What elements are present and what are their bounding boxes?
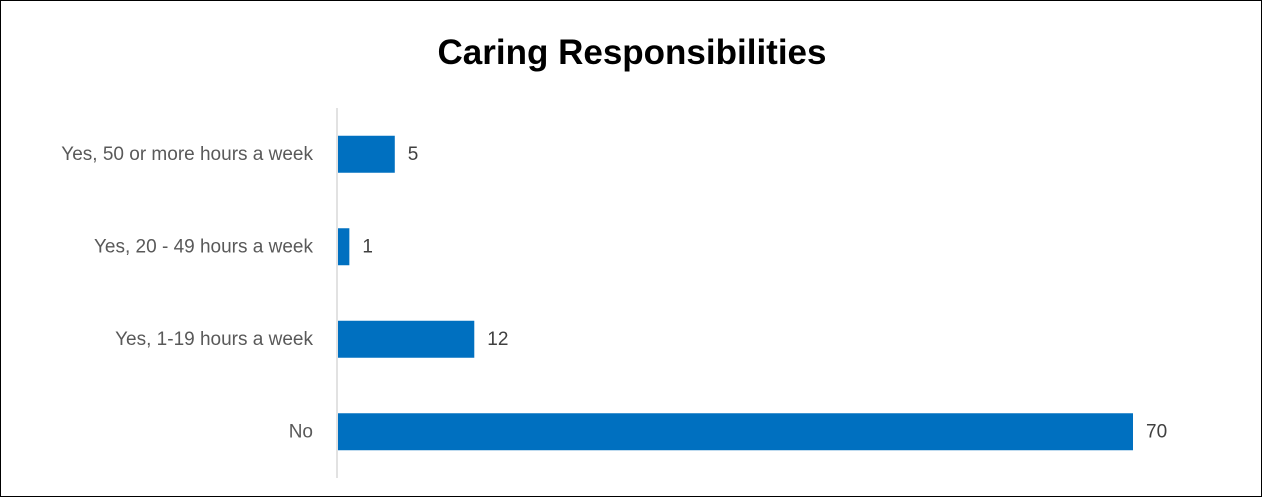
- value-labels-group: 5 1 12 70: [362, 144, 1167, 443]
- chart-title: Caring Responsibilities: [437, 33, 827, 72]
- bars-group: [338, 135, 1133, 451]
- bar-0: [338, 135, 395, 173]
- category-labels-group: Yes, 50 or more hours a week Yes, 20 - 49…: [61, 144, 313, 443]
- bar-1: [338, 228, 350, 266]
- category-label-0: Yes, 50 or more hours a week: [61, 144, 313, 165]
- value-label-2: 12: [487, 329, 508, 350]
- category-label-2: Yes, 1-19 hours a week: [115, 329, 313, 350]
- category-label-3: No: [289, 421, 313, 442]
- value-label-1: 1: [362, 236, 373, 257]
- value-label-3: 70: [1146, 421, 1167, 442]
- category-label-1: Yes, 20 - 49 hours a week: [94, 236, 313, 257]
- bar-3: [338, 413, 1133, 451]
- bar-2: [338, 320, 475, 358]
- value-label-0: 5: [408, 144, 419, 165]
